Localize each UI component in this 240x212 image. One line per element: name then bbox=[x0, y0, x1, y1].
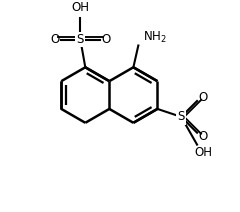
Text: OH: OH bbox=[194, 146, 212, 159]
Text: O: O bbox=[198, 91, 208, 103]
Text: S: S bbox=[178, 110, 185, 123]
Text: O: O bbox=[102, 33, 111, 46]
Text: NH$_2$: NH$_2$ bbox=[143, 30, 167, 45]
Text: S: S bbox=[77, 33, 84, 46]
Text: O: O bbox=[198, 130, 208, 143]
Text: O: O bbox=[50, 33, 59, 46]
Text: OH: OH bbox=[71, 1, 89, 14]
